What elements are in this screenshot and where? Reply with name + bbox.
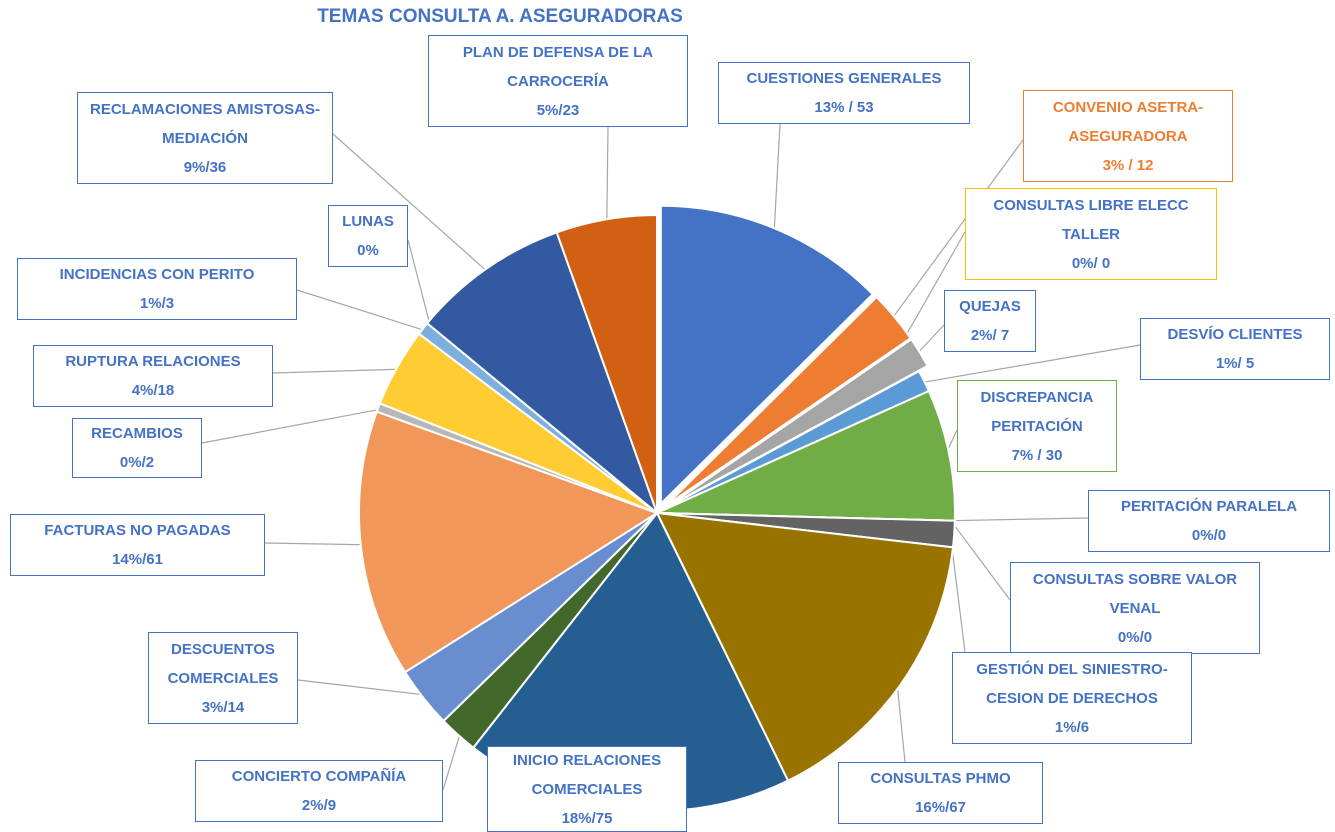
value-label: 1%/ 5 <box>1215 355 1255 372</box>
pie-slice <box>656 389 956 522</box>
category-label: CUESTIONES GENERALES <box>746 70 942 87</box>
data-label-box: CONCIERTO COMPAÑÍA 2%/9 <box>195 760 443 822</box>
value-label: 14%/61 <box>112 551 163 568</box>
category-label: INCIDENCIAS CON PERITO <box>59 266 255 283</box>
data-label-box: PLAN DE DEFENSA DE LA CARROCERÍA 5%/23 <box>428 35 688 127</box>
category-label: QUEJAS <box>959 298 1021 315</box>
leader-line <box>297 679 427 696</box>
value-label: 2%/9 <box>301 797 337 814</box>
category-label: PERITACIÓN PARALELA <box>1120 498 1298 515</box>
data-label-box: DESCUENTOS COMERCIALES 3%/14 <box>148 632 298 724</box>
value-label: 7% / 30 <box>1011 446 1063 464</box>
pie-slice <box>555 213 658 514</box>
value-label: 5%/23 <box>536 101 580 119</box>
data-label-box: PERITACIÓN PARALELA 0%/0 <box>1088 490 1330 552</box>
leader-line <box>296 289 427 332</box>
data-label-box: LUNAS 0% <box>328 205 408 267</box>
value-label: 0%/0 <box>1191 527 1227 544</box>
value-label: 0%/0 <box>1117 628 1153 646</box>
leader-line <box>272 368 401 374</box>
category-label: RECAMBIOS <box>91 425 183 442</box>
value-label: 3% / 12 <box>1102 156 1154 174</box>
value-label: 1%/6 <box>1054 718 1090 736</box>
leader-line <box>890 139 1024 320</box>
value-label: 16%/67 <box>915 799 966 816</box>
pie-slice <box>655 511 955 782</box>
pie-slice <box>664 337 929 509</box>
leader-line <box>896 682 906 763</box>
value-label: 1%/3 <box>139 295 175 312</box>
leader-line <box>606 126 609 224</box>
pie-slice <box>425 231 660 517</box>
value-label: 4%/18 <box>131 382 175 399</box>
data-label-box: RUPTURA RELACIONES 4%/18 <box>33 345 273 407</box>
chart-title: TEMAS CONSULTA A. ASEGURADORAS <box>317 6 683 27</box>
data-label-box: CONSULTAS SOBRE VALOR VENAL 0%/0 <box>1010 562 1260 654</box>
data-label-box: CONVENIO ASETRA-ASEGURADORA 3% / 12 <box>1023 90 1233 182</box>
category-label: CONSULTAS SOBRE VALOR VENAL <box>1032 570 1238 617</box>
category-label: CONCIERTO COMPAÑÍA <box>231 768 407 785</box>
category-label: DESVÍO CLIENTES <box>1167 326 1303 343</box>
data-label-box: CUESTIONES GENERALES 13% / 53 <box>718 62 970 124</box>
data-label-box: DISCREPANCIA PERITACIÓN 7% / 30 <box>957 380 1117 472</box>
category-label: CONSULTAS LIBRE ELECC TALLER <box>993 196 1189 243</box>
value-label: 18%/75 <box>561 809 613 827</box>
value-label: 2%/ 7 <box>970 327 1010 344</box>
value-label: 3%/14 <box>201 698 245 716</box>
leader-line <box>950 517 1089 522</box>
data-label-box: CONSULTAS PHMO 16%/67 <box>838 762 1043 824</box>
pie-slice <box>664 295 912 508</box>
category-label: INICIO RELACIONES COMERCIALES <box>512 751 662 798</box>
category-label: CONSULTAS PHMO <box>870 770 1011 787</box>
data-label-box: INICIO RELACIONES COMERCIALES 18%/75 <box>487 746 687 832</box>
data-label-box: RECLAMACIONES AMISTOSAS-MEDIACIÓN 9%/36 <box>77 92 333 184</box>
category-label: LUNAS <box>342 213 394 230</box>
category-label: DESCUENTOS COMERCIALES <box>167 640 279 687</box>
value-label: 0% <box>357 242 379 259</box>
pie-slice <box>358 410 660 674</box>
data-label-box: CONSULTAS LIBRE ELECC TALLER 0%/ 0 <box>965 188 1217 280</box>
category-label: CONVENIO ASETRA-ASEGURADORA <box>1052 98 1204 145</box>
leader-line <box>950 520 1011 601</box>
data-label-box: INCIDENCIAS CON PERITO 1%/3 <box>17 258 297 320</box>
leader-line <box>920 344 1141 384</box>
category-label: FACTURAS NO PAGADAS <box>44 522 231 539</box>
value-label: 13% / 53 <box>814 99 874 116</box>
category-label: GESTIÓN DEL SINIESTRO-CESION DE DERECHOS <box>976 660 1168 707</box>
leader-line <box>899 231 966 348</box>
value-label: 0%/ 0 <box>1071 254 1111 272</box>
pie-slice <box>659 204 875 507</box>
category-label: RUPTURA RELACIONES <box>65 353 241 370</box>
category-label: PLAN DE DEFENSA DE LA CARROCERÍA <box>462 43 654 90</box>
data-label-box: RECAMBIOS 0%/2 <box>72 418 202 478</box>
leader-line <box>407 239 431 326</box>
category-label: DISCREPANCIA PERITACIÓN <box>980 388 1094 435</box>
leader-line <box>442 731 462 791</box>
category-label: RECLAMACIONES AMISTOSAS-MEDIACIÓN <box>89 100 320 147</box>
value-label: 0%/2 <box>119 454 155 471</box>
leader-line <box>332 133 489 273</box>
leader-line <box>201 408 383 444</box>
data-label-box: FACTURAS NO PAGADAS 14%/61 <box>10 514 265 576</box>
leader-line <box>773 123 781 233</box>
data-label-box: DESVÍO CLIENTES 1%/ 5 <box>1140 318 1330 380</box>
value-label: 9%/36 <box>183 158 227 176</box>
leader-line <box>915 324 945 355</box>
data-label-box: QUEJAS 2%/ 7 <box>944 290 1036 352</box>
leader-line <box>264 542 365 546</box>
data-label-box: GESTIÓN DEL SINIESTRO-CESION DE DERECHOS… <box>952 652 1192 744</box>
